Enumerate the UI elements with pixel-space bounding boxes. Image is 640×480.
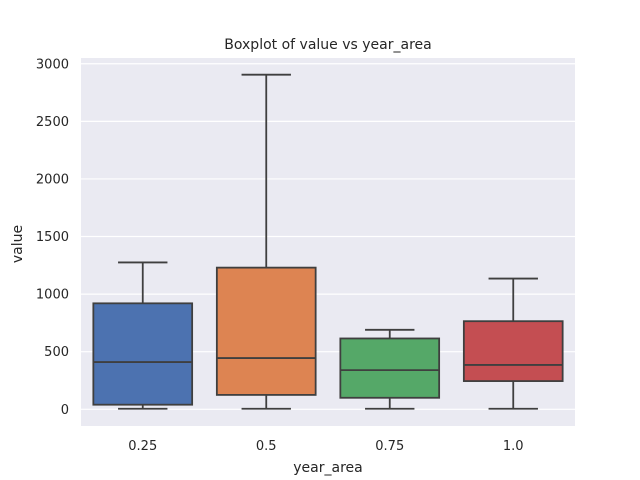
box-iqr <box>92 302 194 406</box>
box-0.75 <box>339 328 441 410</box>
box-iqr <box>215 266 317 396</box>
x-axis-ticks: 0.25 0.5 0.75 1.0 <box>128 439 523 454</box>
x-tick-label: 0.25 <box>128 439 157 454</box>
x-tick-label: 0.75 <box>375 439 404 454</box>
x-axis-label: year_area <box>293 460 362 476</box>
y-tick-label: 2000 <box>36 172 69 187</box>
chart-title: Boxplot of value vs year_area <box>224 37 431 53</box>
boxes-group <box>92 73 564 410</box>
y-tick-label: 1500 <box>36 230 69 245</box>
y-tick-label: 500 <box>44 345 69 360</box>
box-iqr <box>462 320 564 382</box>
y-axis-ticks: 0 500 1000 1500 2000 2500 3000 <box>36 57 69 418</box>
box-0.25 <box>92 261 194 410</box>
y-tick-label: 0 <box>61 403 69 418</box>
y-tick-label: 2500 <box>36 115 69 130</box>
y-tick-label: 3000 <box>36 57 69 72</box>
x-tick-label: 0.5 <box>256 439 277 454</box>
y-axis-label: value <box>10 225 26 263</box>
x-tick-label: 1.0 <box>503 439 524 454</box>
y-tick-label: 1000 <box>36 288 69 303</box>
box-0.5 <box>215 73 317 410</box>
box-1.0 <box>462 277 564 410</box>
box-iqr <box>339 337 441 399</box>
